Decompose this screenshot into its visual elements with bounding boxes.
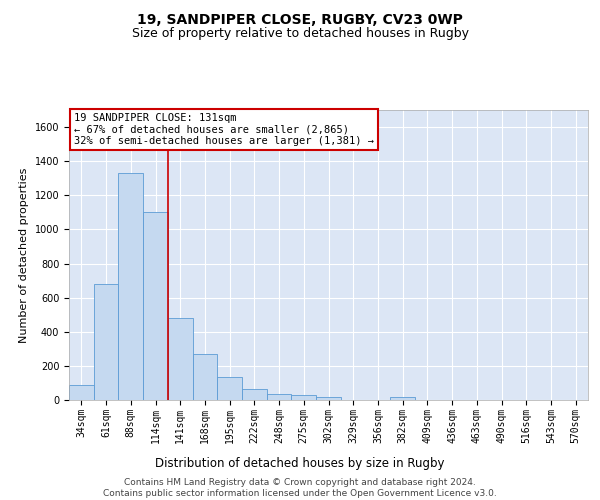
Bar: [69, 384, 94, 400]
Bar: [390, 398, 415, 400]
Bar: [267, 394, 292, 400]
Bar: [316, 398, 341, 400]
Text: 19, SANDPIPER CLOSE, RUGBY, CV23 0WP: 19, SANDPIPER CLOSE, RUGBY, CV23 0WP: [137, 12, 463, 26]
Text: 19 SANDPIPER CLOSE: 131sqm
← 67% of detached houses are smaller (2,865)
32% of s: 19 SANDPIPER CLOSE: 131sqm ← 67% of deta…: [74, 113, 374, 146]
Bar: [118, 173, 143, 400]
Text: Size of property relative to detached houses in Rugby: Size of property relative to detached ho…: [131, 28, 469, 40]
Text: Contains HM Land Registry data © Crown copyright and database right 2024.
Contai: Contains HM Land Registry data © Crown c…: [103, 478, 497, 498]
Bar: [143, 212, 168, 400]
Bar: [168, 318, 193, 400]
Text: Distribution of detached houses by size in Rugby: Distribution of detached houses by size …: [155, 458, 445, 470]
Bar: [217, 377, 242, 400]
Bar: [193, 354, 217, 400]
Bar: [94, 284, 118, 400]
Y-axis label: Number of detached properties: Number of detached properties: [19, 168, 29, 342]
Bar: [292, 395, 316, 400]
Bar: [242, 389, 267, 400]
